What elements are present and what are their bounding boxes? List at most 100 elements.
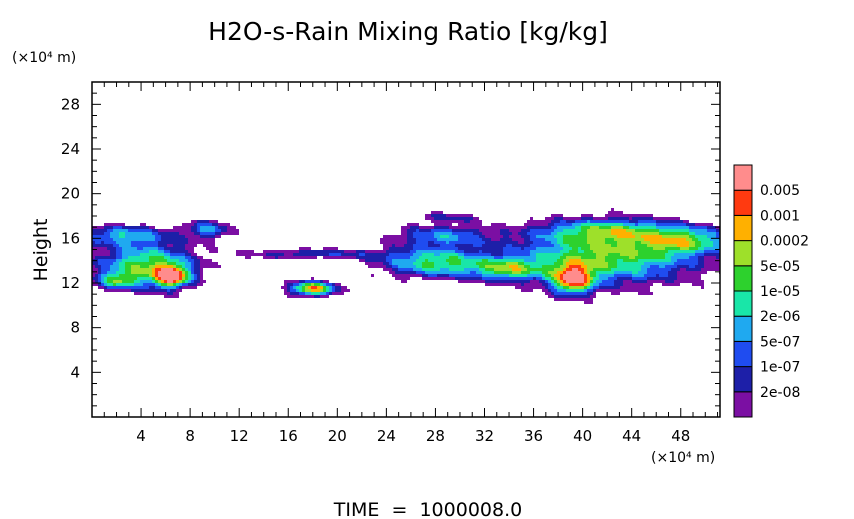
heatmap-cell [497,244,500,247]
heatmap-cell [611,265,614,268]
heatmap-cell [539,277,542,280]
heatmap-cell [314,256,317,259]
heatmap-cell [611,262,614,265]
heatmap-cell [680,244,683,247]
heatmap-cell [197,256,200,259]
heatmap-cell [548,232,551,235]
heatmap-cell [407,226,410,229]
heatmap-cell [263,256,266,259]
heatmap-cell [710,256,713,259]
heatmap-cell [638,220,641,223]
x-tick-label: 24 [377,427,396,445]
heatmap-cell [584,265,587,268]
heatmap-cell [674,280,677,283]
heatmap-cell [704,241,707,244]
heatmap-cell [170,274,173,277]
heatmap-cell [338,253,341,256]
heatmap-cell [632,265,635,268]
heatmap-cell [659,241,662,244]
heatmap-cell [575,244,578,247]
heatmap-cell [608,250,611,253]
heatmap-cell [131,280,134,283]
heatmap-cell [353,256,356,259]
heatmap-cell [377,256,380,259]
heatmap-cell [266,253,269,256]
heatmap-cell [170,268,173,271]
heatmap-cell [203,229,206,232]
heatmap-cell [149,262,152,265]
heatmap-cell [110,244,113,247]
heatmap-cell [491,256,494,259]
heatmap-cell [695,241,698,244]
heatmap-cell [653,280,656,283]
heatmap-cell [410,244,413,247]
heatmap-cell [569,259,572,262]
heatmap-cell [125,250,128,253]
heatmap-cell [104,289,107,292]
heatmap-cell [530,268,533,271]
heatmap-cell [545,280,548,283]
heatmap-cell [167,292,170,295]
heatmap-cell [251,253,254,256]
heatmap-cell [551,283,554,286]
heatmap-cell [428,250,431,253]
heatmap-cell [143,283,146,286]
heatmap-cell [407,259,410,262]
heatmap-cell [95,265,98,268]
heatmap-cell [206,265,209,268]
heatmap-cell [488,283,491,286]
heatmap-cell [446,259,449,262]
heatmap-cell [119,289,122,292]
heatmap-cell [98,259,101,262]
heatmap-cell [467,229,470,232]
heatmap-cell [434,262,437,265]
heatmap-cell [596,274,599,277]
heatmap-cell [461,274,464,277]
heatmap-cell [563,274,566,277]
heatmap-cell [524,244,527,247]
heatmap-cell [167,235,170,238]
heatmap-cell [173,289,176,292]
heatmap-cell [434,223,437,226]
heatmap-cell [536,265,539,268]
heatmap-cell [551,253,554,256]
heatmap-cell [590,268,593,271]
heatmap-cell [464,259,467,262]
heatmap-cell [212,244,215,247]
heatmap-cell [596,220,599,223]
heatmap-cell [581,283,584,286]
heatmap-cell [413,265,416,268]
heatmap-cell [377,265,380,268]
heatmap-cell [680,256,683,259]
heatmap-cell [584,226,587,229]
heatmap-cell [302,280,305,283]
heatmap-cell [140,262,143,265]
heatmap-cell [467,223,470,226]
heatmap-cell [569,289,572,292]
heatmap-cell [701,265,704,268]
heatmap-cell [521,268,524,271]
heatmap-cell [653,220,656,223]
heatmap-cell [455,229,458,232]
heatmap-cell [212,223,215,226]
heatmap-cell [644,226,647,229]
heatmap-cell [341,286,344,289]
heatmap-cell [152,226,155,229]
heatmap-cell [638,286,641,289]
heatmap-cell [509,283,512,286]
heatmap-cell [524,283,527,286]
heatmap-cell [620,235,623,238]
heatmap-cell [104,223,107,226]
heatmap-cell [488,280,491,283]
heatmap-cell [701,262,704,265]
heatmap-cell [131,277,134,280]
heatmap-cell [500,223,503,226]
heatmap-cell [92,256,95,259]
heatmap-cell [587,301,590,304]
heatmap-cell [629,217,632,220]
heatmap-cell [119,274,122,277]
heatmap-cell [656,235,659,238]
heatmap-cell [458,268,461,271]
heatmap-cell [587,250,590,253]
heatmap-cell [491,226,494,229]
